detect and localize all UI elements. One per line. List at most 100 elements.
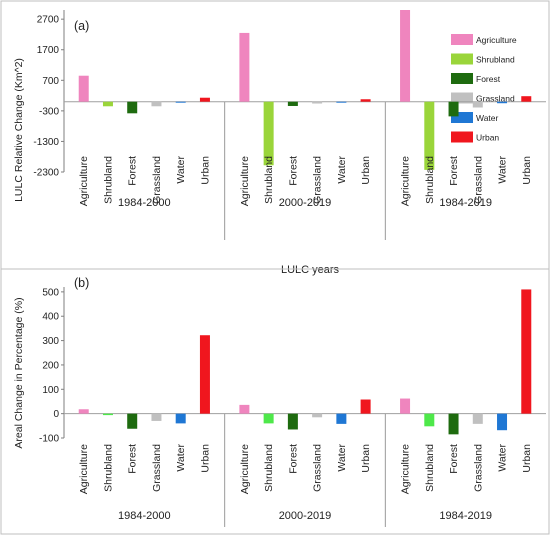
- bar-2000-2019-forest: [287, 413, 298, 430]
- legend-label-shrubland: Shrubland: [476, 55, 515, 65]
- bar-2000-2019-grassland: [312, 413, 323, 418]
- bar-1984-2000-forest: [127, 101, 138, 114]
- bar-1984-2019-forest: [448, 101, 459, 117]
- category-label: Grassland: [472, 444, 484, 492]
- group-label-1984-2000: 1984-2000: [118, 510, 171, 522]
- category-label: Water: [497, 156, 509, 184]
- panel-a: 2700 1700 700 -300 -1300 -2300 LULC Relative C…: [0, 0, 550, 276]
- legend-label-water: Water: [476, 113, 499, 123]
- bar-1984-2019-water: [497, 101, 508, 104]
- category-label: Forest: [127, 444, 139, 474]
- category-label: Forest: [448, 444, 460, 474]
- bar-1984-2019-agriculture: [400, 10, 411, 102]
- bar-1984-2019-grassland: [472, 413, 483, 424]
- category-label: Forest: [287, 156, 299, 186]
- category-label: Grassland: [312, 156, 324, 204]
- y-tick-label: 500: [42, 287, 59, 298]
- y-tick-label: -300: [39, 106, 59, 117]
- category-label: Agriculture: [78, 444, 90, 494]
- legend-swatch-urban: [451, 131, 473, 143]
- category-label: Shrubland: [263, 156, 275, 204]
- legend-swatch-agriculture: [451, 34, 473, 45]
- category-label: Grassland: [472, 156, 484, 204]
- bar-1984-2000-urban: [199, 335, 210, 414]
- bar-2000-2019-urban: [360, 99, 371, 102]
- y-axis-label: Areal Change in Percentage (%): [13, 297, 25, 448]
- y-tick-label: 400: [42, 312, 59, 323]
- bar-1984-2000-agriculture: [78, 75, 89, 102]
- group-label-2000-2019: 2000-2019: [279, 197, 332, 209]
- bar-2000-2019-grassland: [312, 101, 323, 104]
- bar-1984-2019-urban: [521, 96, 532, 102]
- legend-label-agriculture: Agriculture: [476, 35, 517, 45]
- y-tick-label: 0: [53, 409, 59, 420]
- legend-swatch-grassland: [451, 92, 473, 104]
- y-axis-label: LULC Relative Change (Km^2): [13, 58, 25, 202]
- category-label: Agriculture: [400, 444, 412, 494]
- bar-1984-2019-shrubland: [424, 413, 435, 427]
- bar-2000-2019-agriculture: [239, 32, 250, 102]
- bar-1984-2019-grassland: [472, 101, 483, 108]
- category-label: Shrubland: [102, 156, 114, 204]
- category-label: Agriculture: [239, 444, 251, 494]
- bar-1984-2000-shrubland: [102, 101, 113, 107]
- category-label: Urban: [360, 444, 372, 473]
- category-label: Agriculture: [400, 156, 412, 206]
- category-label: Grassland: [151, 156, 163, 204]
- bar-2000-2019-urban: [360, 399, 371, 414]
- bar-2000-2019-forest: [287, 101, 298, 106]
- legend-swatch-shrubland: [451, 53, 473, 65]
- bar-1984-2019-water: [497, 413, 508, 431]
- x-axis-label: LULC years: [281, 264, 340, 276]
- category-label: Urban: [360, 156, 372, 185]
- group-label-1984-2019: 1984-2019: [439, 510, 492, 522]
- bar-1984-2000-water: [175, 101, 186, 103]
- legend-label-urban: Urban: [476, 133, 499, 143]
- category-label: Grassland: [312, 444, 324, 492]
- category-label: Shrubland: [263, 444, 275, 492]
- category-label: Shrubland: [424, 444, 436, 492]
- bar-2000-2019-agriculture: [239, 404, 250, 414]
- legend-swatch-forest: [451, 73, 473, 84]
- category-label: Water: [175, 156, 187, 184]
- category-label: Shrubland: [424, 156, 436, 204]
- legend-swatch-water: [451, 112, 473, 123]
- bar-1984-2000-urban: [199, 97, 210, 102]
- y-tick-label: -100: [39, 434, 59, 445]
- group-label-1984-2019: 1984-2019: [439, 197, 492, 209]
- bar-1984-2000-grassland: [151, 413, 162, 421]
- category-label: Shrubland: [102, 444, 114, 492]
- category-label: Forest: [448, 156, 460, 186]
- category-label: Agriculture: [239, 156, 251, 206]
- category-label: Water: [336, 156, 348, 184]
- category-label: Water: [336, 444, 348, 472]
- bar-2000-2019-water: [336, 413, 347, 424]
- category-label: Water: [175, 444, 187, 472]
- category-label: Grassland: [151, 444, 163, 492]
- bar-1984-2000-water: [175, 413, 186, 424]
- category-label: Urban: [521, 444, 533, 473]
- panel-label: (a): [74, 19, 89, 33]
- group-label-1984-2000: 1984-2000: [118, 197, 171, 209]
- bar-2000-2019-water: [336, 101, 347, 103]
- category-label: Forest: [287, 444, 299, 474]
- y-tick-label: -1300: [33, 137, 59, 148]
- y-tick-label: 700: [42, 76, 59, 87]
- bar-1984-2000-agriculture: [78, 409, 89, 414]
- bar-1984-2000-grassland: [151, 101, 162, 107]
- category-label: Urban: [521, 156, 533, 185]
- y-tick-label: 300: [42, 336, 59, 347]
- y-tick-label: -2300: [33, 168, 59, 179]
- panel-frame: [0, 268, 550, 535]
- bar-1984-2019-shrubland: [424, 101, 435, 170]
- bar-1984-2019-urban: [521, 289, 532, 414]
- bar-2000-2019-shrubland: [263, 101, 274, 166]
- category-label: Urban: [199, 156, 211, 185]
- group-label-2000-2019: 2000-2019: [279, 510, 332, 522]
- legend-label-grassland: Grassland: [476, 94, 515, 104]
- bar-1984-2019-forest: [448, 413, 459, 435]
- y-tick-label: 200: [42, 360, 59, 371]
